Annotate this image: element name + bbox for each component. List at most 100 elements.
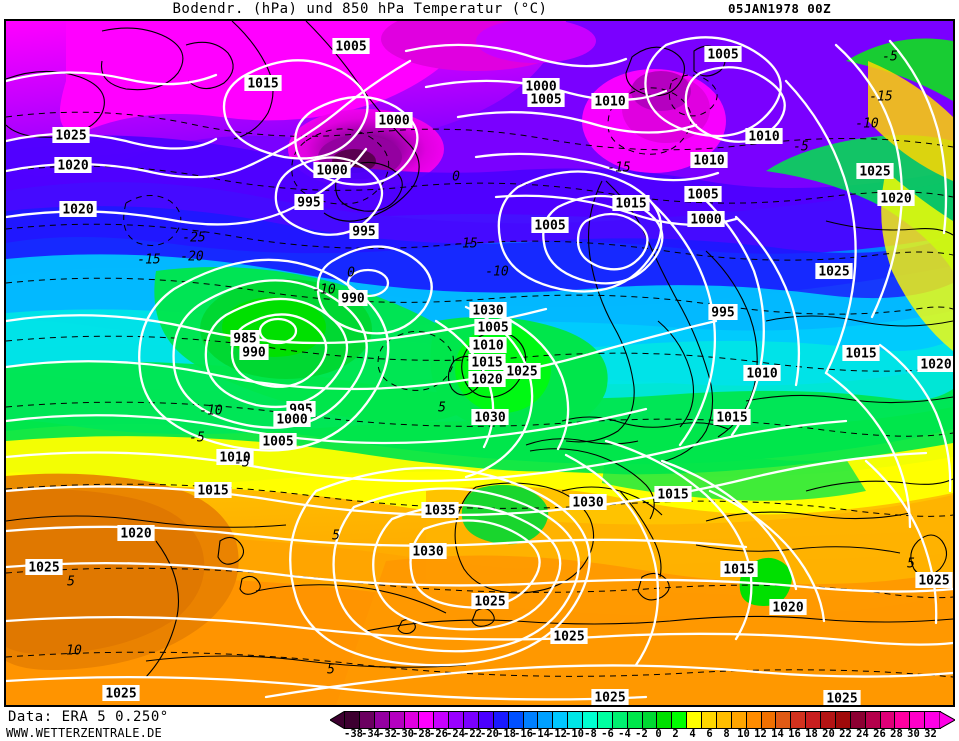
colorbar-cell[interactable] xyxy=(746,712,762,728)
isobar-label: 1000 xyxy=(313,162,351,179)
isotherm-label: -10 xyxy=(199,404,223,419)
colorbar-cell[interactable] xyxy=(761,712,777,728)
label-text: 5 xyxy=(327,663,335,678)
isotherm-label: -15 xyxy=(137,253,161,268)
colorbar-cell[interactable] xyxy=(374,712,390,728)
colorbar-cell[interactable] xyxy=(791,712,807,728)
label-text: 990 xyxy=(242,346,266,361)
colorbar-cell[interactable] xyxy=(449,712,464,728)
label-background xyxy=(468,371,506,387)
isobar-label: 1015 xyxy=(468,354,506,371)
colorbar-cell[interactable] xyxy=(627,712,643,728)
label-background xyxy=(569,494,607,510)
isotherm-label: -10 xyxy=(312,283,336,298)
isobar-label: 1035 xyxy=(421,502,459,519)
label-background xyxy=(684,186,722,202)
colorbar-cell[interactable] xyxy=(895,712,911,728)
colorbar-cell[interactable] xyxy=(776,712,792,728)
label-text: 1010 xyxy=(746,367,777,382)
colorbar-tick: 32 xyxy=(924,728,937,740)
colorbar-cell[interactable] xyxy=(345,712,360,728)
colorbar-cell[interactable] xyxy=(493,712,509,728)
colorbar-cell[interactable] xyxy=(850,712,866,728)
isobar-label: 1010 xyxy=(591,93,629,110)
colorbar-cell[interactable] xyxy=(925,712,940,728)
isobar-label: 1015 xyxy=(842,345,880,362)
colorbar-cell[interactable] xyxy=(389,712,405,728)
colorbar-cell[interactable] xyxy=(716,712,732,728)
label-background xyxy=(239,344,269,360)
isobar-label: 1025 xyxy=(591,689,629,705)
colorbar-cell[interactable] xyxy=(464,712,479,728)
colorbar-cell[interactable] xyxy=(702,712,717,728)
colorbar-cell[interactable] xyxy=(568,712,583,728)
colorbar-tick: 24 xyxy=(856,728,869,740)
colorbar-cell[interactable] xyxy=(508,712,524,728)
isobar-label: 1030 xyxy=(569,494,607,511)
label-background xyxy=(743,365,781,381)
isobar-label: 1005 xyxy=(531,217,569,234)
isobar-label: 1015 xyxy=(654,486,692,503)
label-text: 1025 xyxy=(818,265,849,280)
label-background xyxy=(468,354,506,370)
colorbar-cell[interactable] xyxy=(359,712,375,728)
colorbar-cell[interactable] xyxy=(478,712,494,728)
colorbar-cell[interactable] xyxy=(821,712,836,728)
colorbar-right-arrow xyxy=(939,711,955,729)
colorbar-cell[interactable] xyxy=(404,712,420,728)
colorbar-cell[interactable] xyxy=(612,712,628,728)
label-background xyxy=(338,290,368,306)
colorbar-cell[interactable] xyxy=(672,712,688,728)
label-text: 5 xyxy=(907,557,915,572)
colorbar-cell[interactable] xyxy=(597,712,613,728)
colorbar-cell[interactable] xyxy=(538,712,554,728)
isotherm-label: 0 xyxy=(347,266,355,281)
label-background xyxy=(421,502,459,518)
label-text: 985 xyxy=(233,332,256,347)
temperature-colorbar[interactable]: -38 -34 -32 -30 -28 -26 -24 -22 -20 -18 -16 -14 -12-… xyxy=(330,710,955,741)
colorbar-tick: 20 xyxy=(822,728,835,740)
isobar-label: 990 xyxy=(338,290,368,307)
label-text: 1025 xyxy=(55,129,86,144)
isobar-label: 1010 xyxy=(743,365,781,382)
isotherm-label: -25 xyxy=(182,231,206,246)
label-text: 1000 xyxy=(316,164,347,179)
colorbar-cell[interactable] xyxy=(880,712,896,728)
colorbar-tick: 14 xyxy=(771,728,784,740)
colorbar-cell[interactable] xyxy=(835,712,851,728)
isobar-label: 1000 xyxy=(375,112,413,129)
map-panel[interactable]: 1015 1005 1000 1005 1010 1005 1010 1010 1025 1020… xyxy=(4,19,955,707)
colorbar-cell[interactable] xyxy=(434,712,450,728)
colorbar-cell[interactable] xyxy=(806,712,821,728)
colorbar-left-arrow xyxy=(330,711,345,729)
isobar-label: 1000 xyxy=(273,411,311,428)
label-text: 1000 xyxy=(276,413,307,428)
colorbar-cell[interactable] xyxy=(687,712,702,728)
colorbar-cell[interactable] xyxy=(657,712,673,728)
label-background xyxy=(313,162,351,178)
label-text: -5 xyxy=(189,431,205,446)
label-text: 1020 xyxy=(880,192,911,207)
colorbar-cell[interactable] xyxy=(553,712,569,728)
label-background xyxy=(531,217,569,233)
colorbar-cell[interactable] xyxy=(910,712,926,728)
colorbar-cell[interactable] xyxy=(523,712,539,728)
colorbar-cell[interactable] xyxy=(865,712,881,728)
colorbar-cell[interactable] xyxy=(583,712,598,728)
colorbar-cell[interactable] xyxy=(642,712,658,728)
label-background xyxy=(244,75,282,91)
isobar-label: 1020 xyxy=(54,157,92,174)
colorbar-tick: -10 xyxy=(565,728,584,740)
label-background xyxy=(842,345,880,361)
colorbar-cell[interactable] xyxy=(419,712,435,728)
isobar-label: 1025 xyxy=(915,572,953,589)
isobar-label: 1000 xyxy=(522,78,560,95)
isotherm-label: 5 xyxy=(907,557,915,572)
label-text: -15 xyxy=(137,253,161,268)
isotherm-label: 10 xyxy=(66,644,82,659)
colorbar-cell[interactable] xyxy=(731,712,747,728)
isobar-label: 1005 xyxy=(332,38,370,55)
colorbar-swatches[interactable] xyxy=(344,711,941,729)
isobar-label: 1005 xyxy=(684,186,722,203)
